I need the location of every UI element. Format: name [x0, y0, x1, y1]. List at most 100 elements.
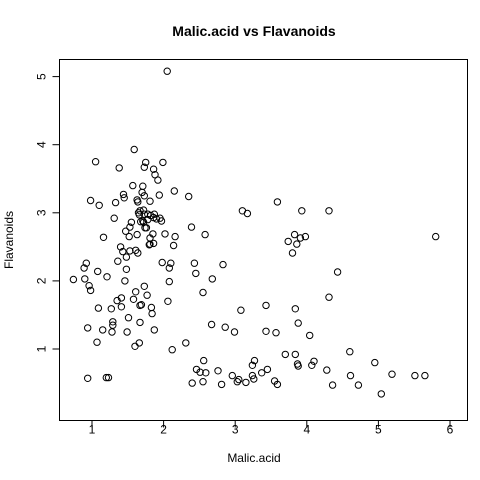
y-tick-label: 4 [35, 141, 49, 148]
data-point [199, 378, 207, 386]
y-axis: 1 2 3 4 5 [35, 73, 60, 352]
data-point [142, 158, 150, 167]
data-point [99, 233, 108, 242]
data-point [129, 295, 138, 303]
data-point [123, 328, 131, 336]
data-point [108, 328, 116, 336]
data-point [273, 380, 282, 389]
data-point [237, 306, 245, 314]
x-tick-label: 3 [232, 423, 239, 437]
data-point [201, 230, 209, 239]
data-point [133, 230, 141, 239]
data-point [167, 259, 175, 267]
data-point [263, 365, 272, 374]
data-point [200, 356, 208, 365]
x-tick-label: 2 [160, 423, 167, 437]
data-point [310, 357, 318, 365]
data-point [69, 275, 78, 284]
data-point [95, 201, 103, 210]
data-point [377, 390, 385, 398]
data-point [140, 192, 149, 200]
data-point [122, 227, 130, 235]
data-point [411, 371, 419, 380]
data-point [150, 326, 159, 334]
data-point [86, 286, 95, 295]
data-point [272, 329, 280, 337]
data-point [116, 243, 125, 251]
data-point [135, 211, 144, 219]
data-point [301, 232, 310, 241]
data-point [217, 380, 226, 389]
data-point [127, 218, 136, 227]
y-tick-label: 3 [35, 209, 49, 216]
data-point [94, 304, 103, 312]
data-point [290, 230, 299, 239]
data-point [250, 375, 258, 383]
data-point [80, 264, 88, 272]
data-points [69, 67, 440, 398]
data-point [323, 366, 331, 374]
data-point [169, 241, 178, 250]
data-point [328, 381, 337, 389]
data-point [86, 196, 95, 205]
data-point [432, 232, 440, 241]
data-point [126, 247, 134, 255]
data-point [130, 145, 138, 154]
data-point [333, 268, 342, 276]
data-point [81, 275, 89, 283]
data-point [158, 258, 166, 267]
data-point [85, 282, 93, 290]
data-point [214, 367, 222, 375]
x-tick-label: 5 [375, 423, 382, 437]
y-tick-label: 1 [35, 345, 49, 352]
data-point [117, 303, 126, 311]
data-point [107, 305, 116, 313]
data-point [242, 378, 250, 387]
plot-frame [59, 59, 468, 421]
x-axis: 1 2 3 4 5 6 [89, 420, 454, 437]
data-point [298, 207, 306, 215]
data-point [165, 277, 174, 286]
data-point [94, 267, 102, 276]
data-point [273, 198, 282, 206]
data-point [281, 350, 289, 359]
data-point [137, 301, 146, 309]
data-point [168, 346, 176, 354]
data-point [124, 314, 133, 322]
data-point [185, 192, 193, 201]
data-point [103, 273, 111, 281]
data-point [207, 320, 216, 329]
data-point [199, 288, 207, 297]
data-point [291, 350, 299, 359]
data-point [109, 318, 117, 326]
data-point [135, 339, 144, 347]
data-point [192, 269, 200, 278]
data-point [149, 165, 158, 173]
data-point [208, 275, 217, 283]
data-point [371, 358, 379, 367]
data-point [131, 342, 139, 350]
data-point [102, 373, 111, 382]
data-point [196, 368, 204, 376]
chart-title: Malic.acid vs Flavanoids [172, 23, 336, 39]
data-point [294, 362, 302, 370]
data-point [150, 210, 159, 218]
data-point [120, 194, 128, 202]
data-point [164, 297, 172, 305]
data-point [93, 338, 101, 346]
data-point [111, 198, 120, 207]
data-point [126, 223, 134, 231]
data-point [243, 209, 252, 218]
data-point [296, 234, 305, 242]
data-point [159, 158, 167, 167]
data-point [148, 309, 156, 318]
data-point [325, 207, 333, 215]
data-point [291, 305, 299, 313]
data-point [171, 232, 179, 241]
data-point [109, 321, 117, 329]
y-tick-label: 2 [35, 277, 49, 284]
data-point [84, 324, 92, 332]
data-point [139, 182, 147, 190]
data-point [188, 379, 196, 387]
